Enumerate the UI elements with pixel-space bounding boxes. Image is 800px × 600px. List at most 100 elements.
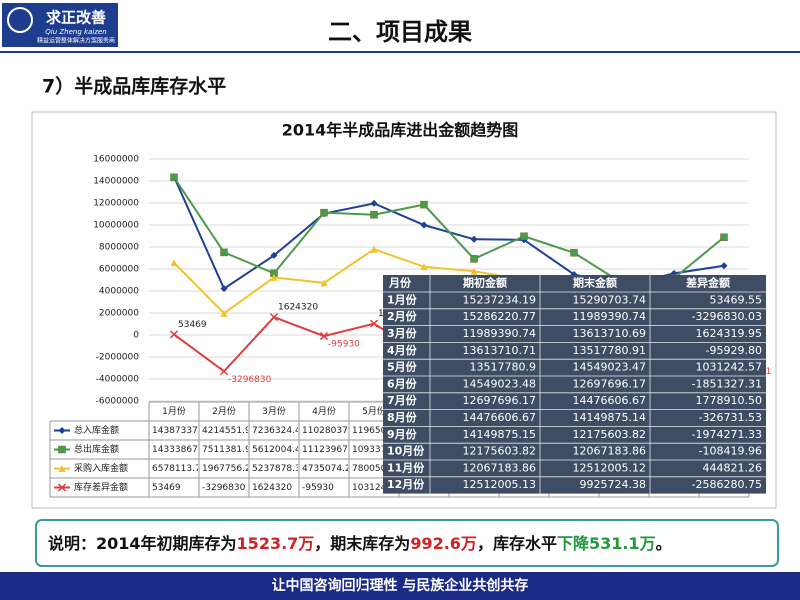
note-part: 下降531.1万 — [557, 534, 656, 553]
data-label: 1624320 — [278, 303, 318, 313]
table-cell: 15286220.77 — [463, 310, 536, 323]
marker — [720, 262, 728, 270]
marker — [58, 427, 66, 434]
slide-subtitle: 7）半成品库库存水平 — [42, 75, 226, 98]
y-tick-label: 16000000 — [93, 155, 139, 165]
marker — [220, 285, 228, 293]
table-cell: 14387337 — [152, 426, 198, 436]
marker — [520, 232, 528, 241]
note-part: 说明：2014年初期库存为 — [48, 534, 237, 553]
table-cell: 13517780.91 — [573, 344, 646, 357]
table-cell: 14149875.15 — [463, 428, 536, 441]
table-bg — [383, 275, 766, 494]
table-cell: 14333867 — [152, 445, 198, 455]
table-cell: 1624319.95 — [696, 327, 762, 340]
table-cell: 11123967 — [302, 445, 348, 455]
table-cell: 3月份 — [387, 326, 418, 340]
y-tick-label: 4000000 — [99, 287, 139, 297]
table-cell: 53469 — [152, 483, 181, 493]
table-cell: 1031242.57 — [696, 361, 762, 374]
summary-table: 月份 期初金额 期末金额 差异金额 1月份 15237234.19 15290703.74 5… — [383, 275, 766, 494]
x-tick-label: 1月份 — [162, 405, 186, 417]
y-tick-label: 2000000 — [99, 309, 139, 319]
table-cell: -1851327.31 — [692, 377, 762, 390]
marker — [319, 332, 329, 341]
marker — [58, 445, 66, 454]
y-tick-label: 8000000 — [99, 243, 139, 253]
table-cell: 12067183.86 — [463, 461, 536, 474]
marker — [169, 330, 179, 339]
marker — [220, 248, 228, 257]
table-cell: 15290703.74 — [573, 293, 646, 306]
table-cell: -95930 — [302, 483, 334, 493]
y-tick-label: 14000000 — [93, 177, 139, 187]
table-cell: 6578113.7 — [152, 464, 201, 474]
slide-title: 二、项目成果 — [328, 18, 472, 46]
table-cell: -2586280.75 — [692, 478, 762, 491]
column-header: 月份 — [388, 276, 412, 290]
y-tick-label: -4000000 — [96, 375, 140, 385]
table-cell: 12512005.13 — [463, 478, 536, 491]
chart-title: 2014年半成品库进出金额趋势图 — [282, 121, 519, 140]
y-tick-label: 12000000 — [93, 199, 139, 209]
x-tick-label: 4月份 — [312, 405, 336, 417]
table-cell: 15237234.19 — [463, 293, 536, 306]
footer: 让中国咨询回归理性 与民族企业共创共存 — [272, 577, 529, 594]
logo-tagline: 精益运营整体解决方案服务商 — [37, 37, 115, 45]
note-part: 992.6万 — [410, 534, 477, 553]
table-cell: 10月份 — [387, 444, 425, 458]
data-label: -3296830 — [228, 375, 272, 385]
table-cell: 8月份 — [387, 410, 418, 424]
table-cell: 14149875.14 — [573, 411, 646, 424]
logo-sub: Qiu Zheng kaizen — [45, 28, 106, 36]
table-cell: 12175603.82 — [573, 428, 646, 441]
table-cell: 9月份 — [387, 427, 418, 441]
marker — [57, 483, 67, 492]
table-cell: 7800500 — [352, 464, 392, 474]
table-cell: 53469.55 — [710, 293, 763, 306]
table-cell: -3296830.03 — [692, 310, 762, 323]
marker — [320, 208, 328, 217]
marker — [570, 249, 578, 257]
marker — [320, 279, 328, 287]
table-cell: 11965000 — [352, 426, 398, 436]
table-cell: 4月份 — [387, 343, 418, 357]
marker — [420, 263, 428, 271]
marker — [270, 273, 278, 281]
marker — [170, 173, 178, 182]
table-cell: -3296830 — [202, 483, 246, 493]
table-cell: 14549023.48 — [463, 377, 536, 390]
logo-text: 求正改善 — [46, 9, 106, 27]
marker — [170, 259, 178, 267]
table-cell: 1624320 — [252, 483, 292, 493]
column-header: 期初金额 — [463, 276, 507, 290]
table-cell: 11989390.74 — [573, 310, 646, 323]
table-cell: 1967756.2 — [202, 464, 251, 474]
legend-label: 库存差异金额 — [74, 481, 128, 493]
note-box — [35, 519, 779, 567]
table-cell: 12512005.12 — [573, 461, 646, 474]
marker — [720, 233, 728, 242]
y-tick-label: 10000000 — [93, 221, 139, 231]
note-part: ，库存水平 — [477, 534, 557, 553]
table-cell: 5237878.3 — [252, 464, 301, 474]
marker — [420, 200, 428, 209]
table-cell: 14476606.67 — [573, 394, 646, 407]
table-cell: 13517780.9 — [470, 361, 536, 374]
column-header: 差异金额 — [686, 276, 730, 290]
footer-bar — [0, 572, 800, 600]
table-cell: 10933757 — [352, 445, 398, 455]
marker — [369, 319, 379, 328]
x-tick-label: 3月份 — [262, 405, 286, 417]
table-cell: 7月份 — [387, 393, 418, 407]
marker — [370, 245, 378, 253]
legend-label: 采购入库金额 — [74, 462, 128, 474]
table-cell: 12067183.86 — [573, 445, 646, 458]
table-cell: 12175603.82 — [463, 445, 536, 458]
x-tick-label: 5月份 — [362, 405, 386, 417]
logo — [2, 3, 118, 47]
table-cell: 9925724.38 — [580, 478, 646, 491]
table-cell: 13613710.71 — [463, 344, 536, 357]
note: 说明：2014年初期库存为1523.7万，期末库存为992.6万，库存水平下降5… — [48, 534, 672, 553]
